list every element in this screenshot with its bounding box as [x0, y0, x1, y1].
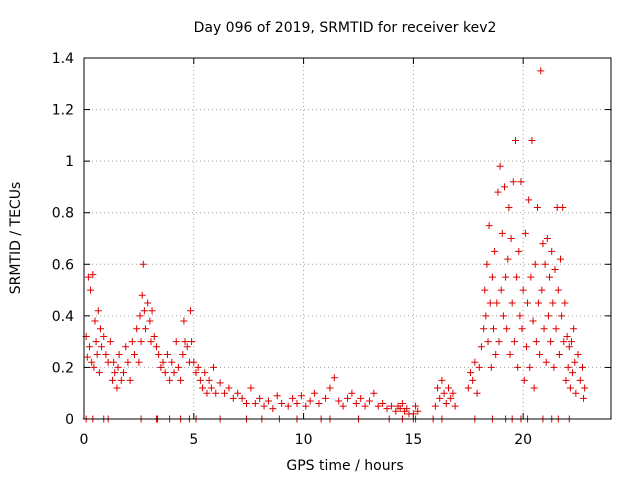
x-tick-label: 20	[514, 432, 532, 448]
y-tick-label: 1.2	[52, 103, 74, 119]
y-tick-label: 0	[65, 412, 74, 428]
y-tick-label: 0.6	[52, 257, 74, 273]
y-axis-label: SRMTID / TECUs	[8, 182, 24, 295]
y-tick-label: 0.4	[52, 309, 74, 325]
srmtid-scatter-chart: Day 096 of 2019, SRMTID for receiver kev…	[0, 0, 640, 480]
y-tick-label: 1.4	[52, 51, 74, 67]
chart-title: Day 096 of 2019, SRMTID for receiver kev…	[194, 20, 497, 36]
x-axis-label: GPS time / hours	[286, 458, 403, 474]
y-tick-label: 1	[65, 154, 74, 170]
x-tick-label: 15	[404, 432, 422, 448]
x-tick-label: 0	[80, 432, 89, 448]
x-tick-label: 5	[189, 432, 198, 448]
y-tick-label: 0.2	[52, 360, 74, 376]
x-tick-label: 10	[295, 432, 313, 448]
y-tick-label: 0.8	[52, 206, 74, 222]
chart-background	[0, 0, 640, 480]
